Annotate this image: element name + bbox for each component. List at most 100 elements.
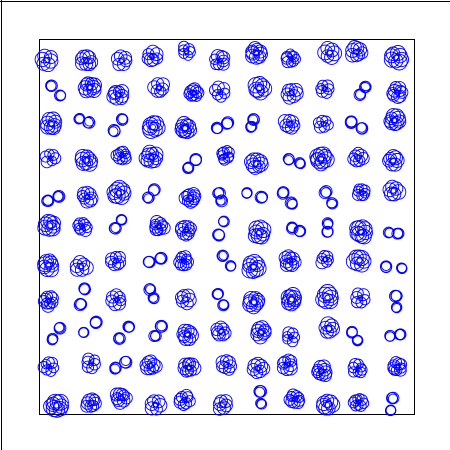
glyph-circle	[40, 56, 56, 73]
glyph-core	[184, 332, 191, 339]
glyph-circle	[47, 334, 59, 345]
glyph-circle	[54, 89, 66, 102]
circle-cluster-glyph	[141, 115, 166, 139]
glyph-circle	[345, 47, 360, 63]
glyph-circle	[280, 362, 294, 377]
glyph-core	[358, 189, 365, 196]
glyph-circle	[215, 195, 226, 206]
glyph-circle	[38, 292, 52, 306]
glyph-circle	[148, 146, 164, 162]
glyph-circle	[316, 286, 334, 304]
glyph-circle	[221, 145, 233, 156]
glyph-circle	[109, 387, 124, 402]
circle-cluster-glyph	[34, 48, 59, 73]
glyph-core	[320, 120, 327, 127]
glyph-circle	[81, 151, 97, 166]
glyph-core	[149, 53, 156, 60]
glyph-circle	[147, 291, 160, 304]
glyph-circle	[74, 148, 91, 165]
glyph-circle	[119, 355, 132, 369]
glyph-circle	[255, 221, 272, 238]
glyph-circle	[352, 394, 363, 405]
glyph-circle	[42, 356, 55, 369]
glyph-core	[288, 90, 295, 96]
circle-cluster-glyph	[139, 354, 163, 376]
circle-cluster-glyph	[106, 179, 132, 205]
glyph-circle	[175, 119, 190, 134]
glyph-core	[321, 86, 328, 92]
glyph-circle	[322, 324, 337, 339]
glyph-circle	[147, 80, 162, 95]
circle-cluster-glyph	[37, 253, 60, 278]
circle-cluster-glyph	[78, 315, 103, 338]
circle-cluster-glyph	[182, 152, 203, 175]
glyph-core	[358, 229, 364, 235]
glyph-circle	[113, 291, 126, 304]
circle-cluster-glyph	[216, 249, 237, 272]
glyph-circle	[256, 191, 269, 203]
circle-cluster-glyph	[173, 388, 196, 411]
glyph-circle	[37, 48, 53, 64]
glyph-core	[53, 402, 60, 409]
glyph-core	[219, 401, 226, 408]
glyph-circle	[318, 121, 330, 133]
glyph-core	[356, 257, 363, 264]
glyph-circle	[347, 152, 361, 166]
glyph-circle	[86, 77, 102, 93]
glyph-core	[319, 368, 325, 375]
glyph-circle	[385, 108, 401, 124]
glyph-circle	[223, 146, 235, 158]
circle-cluster-glyph	[212, 186, 228, 208]
glyph-circle	[144, 354, 158, 368]
glyph-circle	[324, 42, 340, 58]
circle-cluster-glyph	[309, 146, 335, 172]
glyph-circle	[182, 162, 195, 175]
glyph-circle	[224, 260, 237, 272]
circle-cluster-glyph	[276, 186, 298, 210]
circle-cluster-glyph	[386, 81, 409, 104]
glyph-circle	[210, 58, 222, 71]
circle-cluster-glyph	[317, 40, 343, 65]
circle-cluster-glyph	[242, 290, 266, 315]
glyph-circle	[320, 115, 332, 127]
circle-cluster-glyph	[39, 111, 63, 136]
circle-cluster-glyph	[311, 359, 333, 382]
glyph-circle	[322, 394, 339, 410]
glyph-core	[183, 48, 190, 55]
glyph-core	[394, 89, 401, 96]
glyph-circle	[250, 356, 265, 372]
glyph-circle	[146, 357, 161, 372]
glyph-circle	[249, 256, 265, 272]
circle-cluster-glyph	[250, 320, 272, 345]
glyph-circle	[182, 43, 195, 56]
glyph-circle	[217, 82, 231, 96]
glyph-circle	[247, 358, 262, 373]
glyph-core	[150, 124, 156, 130]
glyph-circle	[78, 283, 90, 295]
glyph-circle	[243, 290, 260, 308]
circle-cluster-glyph	[286, 221, 307, 238]
glyph-circle	[214, 394, 228, 409]
glyph-core	[119, 152, 125, 159]
glyph-circle	[178, 357, 193, 372]
circle-cluster-glyph	[211, 287, 230, 312]
glyph-circle	[215, 49, 228, 63]
circle-cluster-glyph	[253, 385, 268, 410]
circle-cluster-glyph	[176, 323, 199, 346]
glyph-circle	[182, 162, 194, 174]
glyph-core	[327, 49, 334, 56]
glyph-circle	[391, 227, 404, 240]
glyph-core	[354, 365, 361, 372]
glyph-circle	[216, 147, 229, 160]
glyph-circle	[145, 44, 160, 59]
glyph-circle	[84, 76, 99, 91]
glyph-circle	[286, 290, 302, 306]
glyph-circle	[84, 116, 95, 127]
glyph-circle	[43, 261, 59, 278]
glyph-circle	[181, 288, 195, 303]
glyph-circle	[315, 83, 327, 95]
circle-cluster-glyph	[247, 219, 272, 245]
glyph-circle	[242, 258, 257, 273]
glyph-circle	[45, 356, 59, 369]
glyph-circle	[107, 86, 122, 101]
